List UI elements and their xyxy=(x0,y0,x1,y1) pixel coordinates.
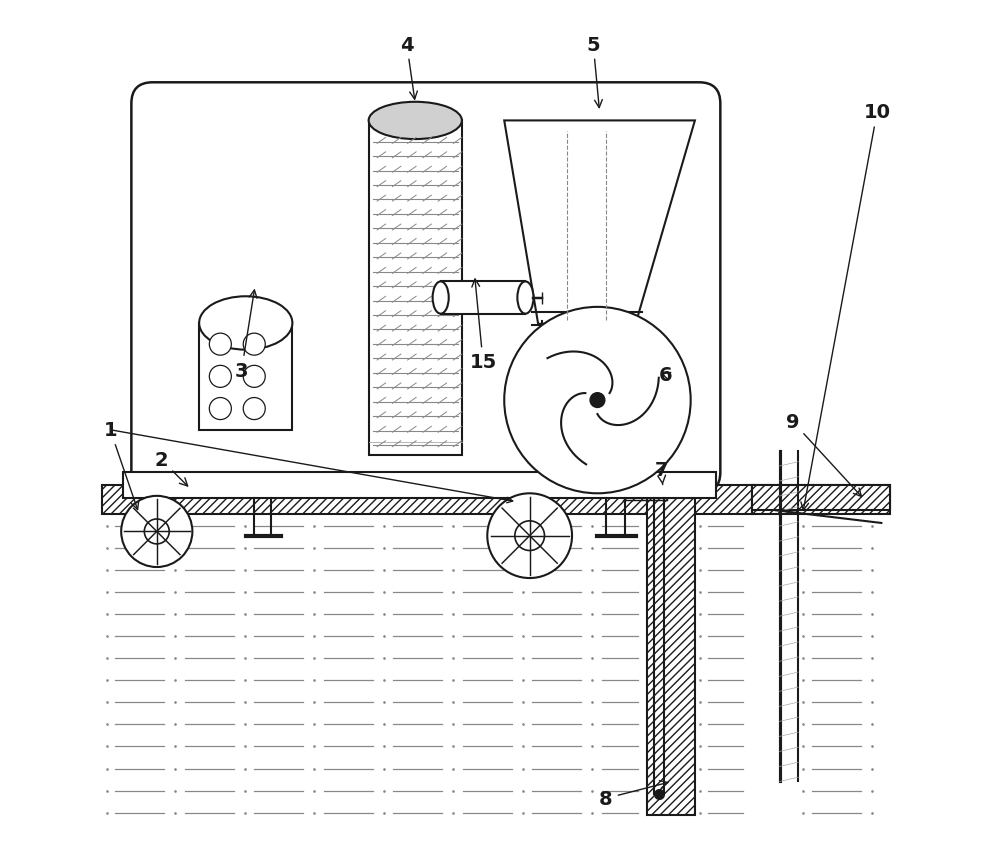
Text: 10: 10 xyxy=(801,103,891,510)
Bar xyxy=(369,121,462,456)
Circle shape xyxy=(504,308,691,493)
Text: 15: 15 xyxy=(469,279,497,372)
Circle shape xyxy=(487,493,572,579)
Circle shape xyxy=(590,393,605,408)
Bar xyxy=(199,324,292,430)
Ellipse shape xyxy=(369,102,462,140)
Bar xyxy=(647,498,695,815)
Polygon shape xyxy=(504,121,695,325)
Ellipse shape xyxy=(199,296,292,350)
Bar xyxy=(441,282,525,314)
Text: 8: 8 xyxy=(599,780,668,808)
Text: 2: 2 xyxy=(154,451,188,486)
Ellipse shape xyxy=(517,282,533,314)
Bar xyxy=(752,486,890,515)
Bar xyxy=(752,486,890,510)
Text: 3: 3 xyxy=(235,291,257,381)
Bar xyxy=(123,473,716,498)
Circle shape xyxy=(144,520,169,544)
Text: 5: 5 xyxy=(586,36,602,108)
Text: 9: 9 xyxy=(786,412,861,497)
Ellipse shape xyxy=(433,282,449,314)
Bar xyxy=(102,486,754,515)
Circle shape xyxy=(209,398,231,420)
Text: 1: 1 xyxy=(103,421,139,510)
Text: 6: 6 xyxy=(658,366,672,385)
Circle shape xyxy=(209,366,231,388)
Circle shape xyxy=(209,334,231,356)
Circle shape xyxy=(243,334,265,356)
Text: 7: 7 xyxy=(654,461,668,485)
Text: 4: 4 xyxy=(400,36,417,100)
Circle shape xyxy=(121,496,192,567)
Circle shape xyxy=(243,366,265,388)
Circle shape xyxy=(515,521,544,551)
FancyBboxPatch shape xyxy=(131,83,720,493)
Circle shape xyxy=(243,398,265,420)
